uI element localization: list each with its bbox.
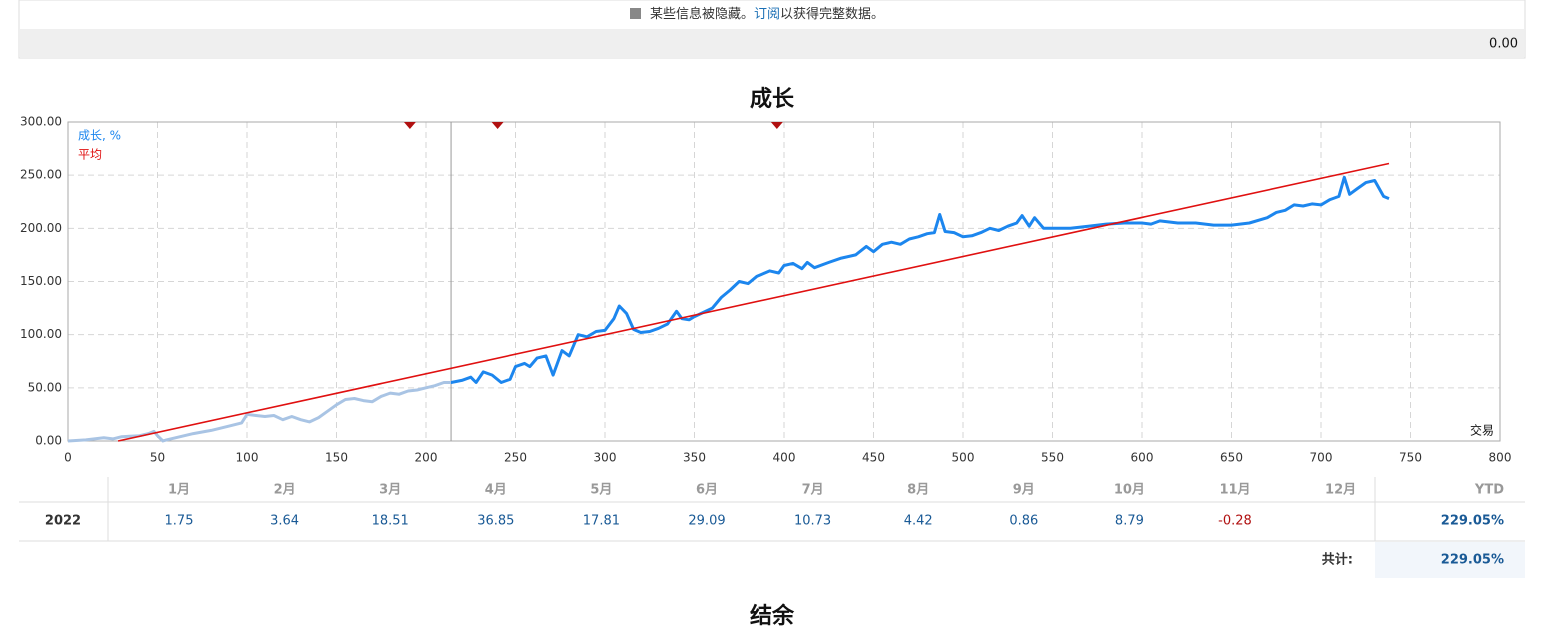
column-header: 5月 xyxy=(590,483,612,498)
series-line xyxy=(67,175,1390,443)
row-year: 2022 xyxy=(45,514,81,529)
x-tick-label: 750 xyxy=(1399,451,1422,465)
subscribe-link[interactable]: 订阅 xyxy=(754,7,780,22)
plot-frame xyxy=(67,121,1501,442)
total-value: 229.05% xyxy=(1441,553,1504,568)
x-tick-label: 300 xyxy=(594,451,617,465)
month-value: 10.73 xyxy=(794,514,831,529)
x-tick-label: 550 xyxy=(1041,451,1064,465)
y-tick-label: 250.00 xyxy=(20,168,62,182)
x-tick-label: 700 xyxy=(1310,451,1333,465)
x-tick-label: 650 xyxy=(1220,451,1243,465)
ytd-value: 229.05% xyxy=(1441,514,1504,529)
series-line xyxy=(117,162,1390,442)
x-tick-label: 600 xyxy=(1131,451,1154,465)
chart-title: 成长 xyxy=(750,87,795,112)
column-header: 12月 xyxy=(1325,483,1356,498)
event-marker xyxy=(491,122,504,129)
total-label: 共计: xyxy=(1322,552,1353,568)
notice-bar xyxy=(20,29,1524,58)
column-header: 7月 xyxy=(802,483,824,498)
month-value: -0.28 xyxy=(1218,514,1252,529)
legend-entry: 平均 xyxy=(78,148,102,162)
month-value: 1.75 xyxy=(165,514,194,529)
column-header: 10月 xyxy=(1114,483,1145,498)
info-icon xyxy=(630,8,641,19)
column-header: 9月 xyxy=(1013,483,1035,498)
month-value: 4.42 xyxy=(904,514,933,529)
x-tick-label: 50 xyxy=(150,451,165,465)
y-tick-label: 50.00 xyxy=(28,380,62,394)
month-value: 3.64 xyxy=(270,514,299,529)
column-header: 1月 xyxy=(168,483,190,498)
event-marker xyxy=(403,122,416,129)
month-value: 8.79 xyxy=(1115,514,1144,529)
x-axis-label: 交易 xyxy=(1470,423,1494,438)
legend-entry: 成长, % xyxy=(78,129,121,143)
x-tick-label: 400 xyxy=(773,451,796,465)
x-tick-label: 0 xyxy=(64,451,72,465)
notice-before: 某些信息被隐藏。 xyxy=(650,6,754,22)
month-value: 0.86 xyxy=(1009,514,1038,529)
total-cell xyxy=(1375,542,1525,578)
x-tick-label: 500 xyxy=(952,451,975,465)
x-tick-label: 200 xyxy=(415,451,438,465)
notice-value: 0.00 xyxy=(1489,37,1518,52)
notice-after: 以获得完整数据。 xyxy=(780,6,884,22)
month-value: 36.85 xyxy=(477,514,514,529)
section-title: 结余 xyxy=(750,603,795,629)
x-tick-label: 100 xyxy=(236,451,259,465)
column-header: 2月 xyxy=(274,483,296,498)
column-header: 11月 xyxy=(1219,483,1250,498)
y-tick-label: 200.00 xyxy=(20,221,62,235)
y-tick-label: 100.00 xyxy=(20,327,62,341)
column-header: 4月 xyxy=(485,483,507,498)
column-header: 6月 xyxy=(696,483,718,498)
x-tick-label: 250 xyxy=(504,451,527,465)
x-tick-label: 350 xyxy=(683,451,706,465)
y-tick-label: 300.00 xyxy=(20,115,62,129)
x-tick-label: 800 xyxy=(1489,451,1512,465)
column-header: 3月 xyxy=(379,483,401,498)
y-tick-label: 150.00 xyxy=(20,274,62,288)
y-tick-label: 0.00 xyxy=(35,434,62,448)
month-value: 18.51 xyxy=(372,514,409,529)
column-header: 8月 xyxy=(907,483,929,498)
column-header: YTD xyxy=(1474,483,1504,498)
month-value: 17.81 xyxy=(583,514,620,529)
x-tick-label: 450 xyxy=(862,451,885,465)
x-tick-label: 150 xyxy=(325,451,348,465)
notice-text: 某些信息被隐藏。订阅以获得完整数据。 xyxy=(650,6,884,22)
month-value: 29.09 xyxy=(688,514,725,529)
event-marker xyxy=(770,122,783,129)
